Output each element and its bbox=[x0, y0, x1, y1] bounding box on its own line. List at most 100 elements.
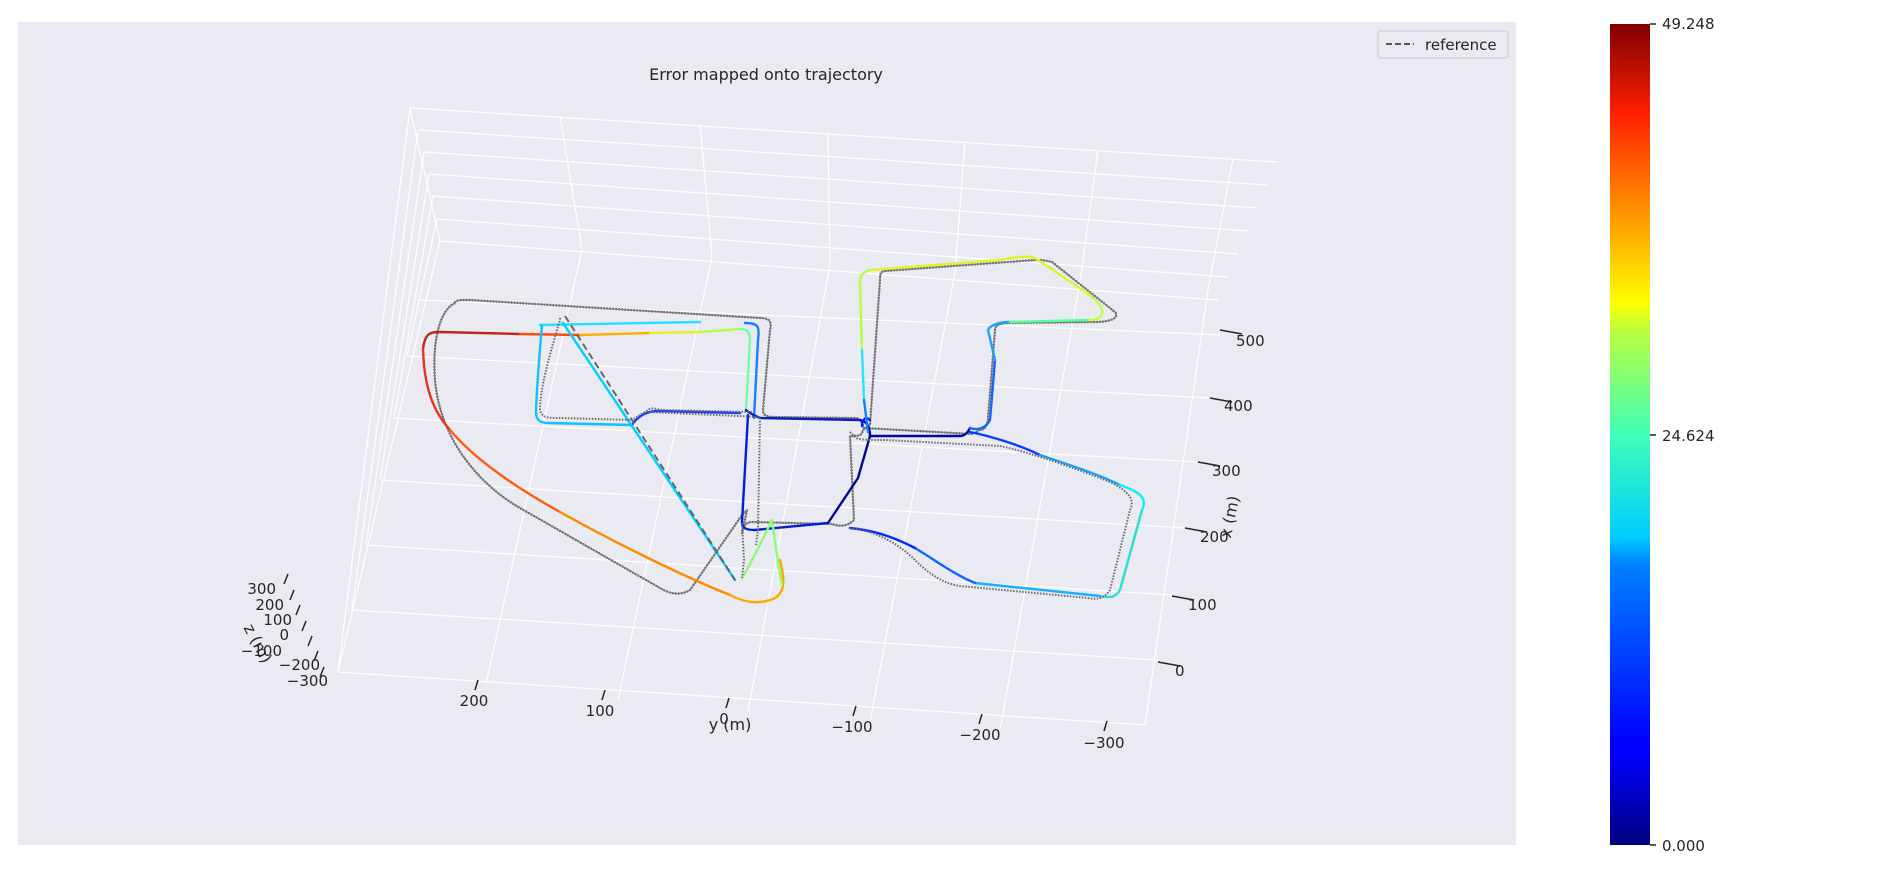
z-tick-mark bbox=[295, 604, 301, 616]
trajectory-segment bbox=[743, 321, 760, 420]
trajectory-segment bbox=[986, 320, 1012, 362]
trajectory-segment bbox=[862, 398, 870, 434]
trajectory-segment bbox=[421, 330, 522, 351]
legend: reference bbox=[1377, 30, 1509, 59]
trajectory-segment bbox=[448, 428, 562, 514]
z-tick-mark bbox=[283, 573, 289, 585]
grid-line bbox=[827, 132, 831, 266]
legend-reference-label: reference bbox=[1425, 36, 1497, 54]
grid-line bbox=[1144, 289, 1209, 726]
grid-line bbox=[406, 355, 1211, 399]
grid-line bbox=[559, 115, 583, 250]
grid-line bbox=[954, 140, 966, 274]
grid-line bbox=[409, 107, 1279, 163]
trajectory-segment bbox=[538, 320, 702, 327]
reference-trajectory-segment bbox=[741, 522, 746, 579]
grid-line bbox=[406, 218, 438, 357]
trajectory-segment bbox=[648, 330, 702, 335]
colorbar-mid-label: 24.624 bbox=[1662, 427, 1715, 445]
colorbar-gradient bbox=[1610, 24, 1650, 845]
trajectory-segment bbox=[860, 417, 872, 428]
x-tick-label: 200 bbox=[1200, 528, 1229, 546]
grid-line bbox=[1207, 158, 1234, 291]
tick-marks bbox=[283, 329, 1243, 732]
y-tick-mark bbox=[601, 689, 606, 701]
y-tick-mark bbox=[852, 705, 857, 717]
trajectory-segment bbox=[1088, 293, 1104, 322]
x-tick-label: 300 bbox=[1212, 462, 1241, 480]
chart-title: Error mapped onto trajectory bbox=[649, 65, 883, 84]
grid-line bbox=[393, 417, 1199, 463]
z-tick-label: 100 bbox=[263, 611, 292, 629]
grid-line bbox=[428, 173, 1249, 232]
y-tick-mark bbox=[474, 679, 479, 691]
x-tick-labels: 0 100 200 300 400 500 bbox=[1175, 332, 1265, 680]
trajectory-segment bbox=[826, 434, 872, 525]
grid-line bbox=[485, 248, 583, 685]
grid-line bbox=[337, 671, 1146, 726]
x-tick-mark bbox=[1197, 461, 1221, 467]
grid-line bbox=[351, 129, 419, 611]
trajectory-segment bbox=[421, 347, 452, 432]
grid-line bbox=[436, 218, 1229, 278]
colorbar-min-label: 0.000 bbox=[1662, 837, 1705, 855]
z-tick-mark bbox=[319, 666, 325, 678]
colorbar-max-label: 49.248 bbox=[1662, 15, 1715, 33]
grid-line bbox=[999, 281, 1081, 731]
reference-trajectory-segment bbox=[538, 318, 753, 422]
trajectory-segment bbox=[858, 268, 872, 352]
y-tick-mark bbox=[1103, 720, 1108, 732]
grid-line bbox=[617, 256, 713, 701]
grid-line bbox=[365, 544, 1173, 596]
z-tick-label: −100 bbox=[241, 642, 282, 660]
grid-line bbox=[747, 264, 831, 713]
trajectory-segment bbox=[968, 358, 997, 431]
grid-line bbox=[379, 173, 430, 481]
grid-line bbox=[351, 609, 1159, 661]
trajectory-segment bbox=[1118, 483, 1146, 512]
y-tick-mark bbox=[978, 713, 983, 725]
y-tick-label: −200 bbox=[959, 726, 1000, 744]
trajectory-segment bbox=[728, 558, 785, 604]
x-tick-mark bbox=[1157, 661, 1181, 667]
z-tick-label: 200 bbox=[255, 596, 284, 614]
trajectory-segment bbox=[913, 546, 977, 585]
grid-line bbox=[409, 107, 441, 242]
x-tick-mark bbox=[1219, 329, 1243, 335]
grid-line bbox=[869, 272, 956, 723]
grid-line bbox=[337, 107, 411, 673]
trajectory-segment bbox=[534, 323, 634, 427]
grid-line bbox=[432, 195, 1239, 255]
trajectory-segment bbox=[868, 255, 1092, 297]
x-tick-mark bbox=[1171, 595, 1195, 601]
z-tick-mark bbox=[313, 650, 319, 662]
trajectory-segment bbox=[698, 327, 742, 334]
reference-trajectory-segment bbox=[849, 431, 1133, 600]
reference-diagonal bbox=[564, 315, 736, 581]
z-tick-label: −200 bbox=[279, 656, 320, 674]
trajectory-segment bbox=[740, 413, 830, 532]
trajectory-segment bbox=[630, 409, 742, 427]
grid-line bbox=[379, 479, 1186, 529]
grid-line bbox=[337, 240, 441, 673]
z-tick-label: 0 bbox=[279, 626, 289, 644]
y-tick-labels: 200 100 0 −100 −200 −300 bbox=[460, 692, 1125, 752]
x-tick-mark bbox=[1209, 397, 1233, 403]
trajectory-segment bbox=[578, 331, 652, 337]
grid-line bbox=[365, 151, 425, 546]
x-tick-label: 500 bbox=[1236, 332, 1265, 350]
y-tick-label: 200 bbox=[460, 692, 489, 710]
x-tick-label: 0 bbox=[1175, 662, 1185, 680]
grid-line bbox=[417, 129, 1269, 186]
y-tick-label: 0 bbox=[719, 710, 729, 728]
trajectory-segment bbox=[1008, 318, 1092, 324]
y-tick-label: −100 bbox=[831, 718, 872, 736]
axes-background bbox=[18, 22, 1516, 845]
trajectory-segment bbox=[561, 321, 737, 582]
z-tick-mark bbox=[307, 635, 313, 647]
grid-line bbox=[1079, 149, 1099, 283]
grid-line bbox=[393, 195, 434, 419]
z-tick-mark bbox=[301, 620, 307, 632]
